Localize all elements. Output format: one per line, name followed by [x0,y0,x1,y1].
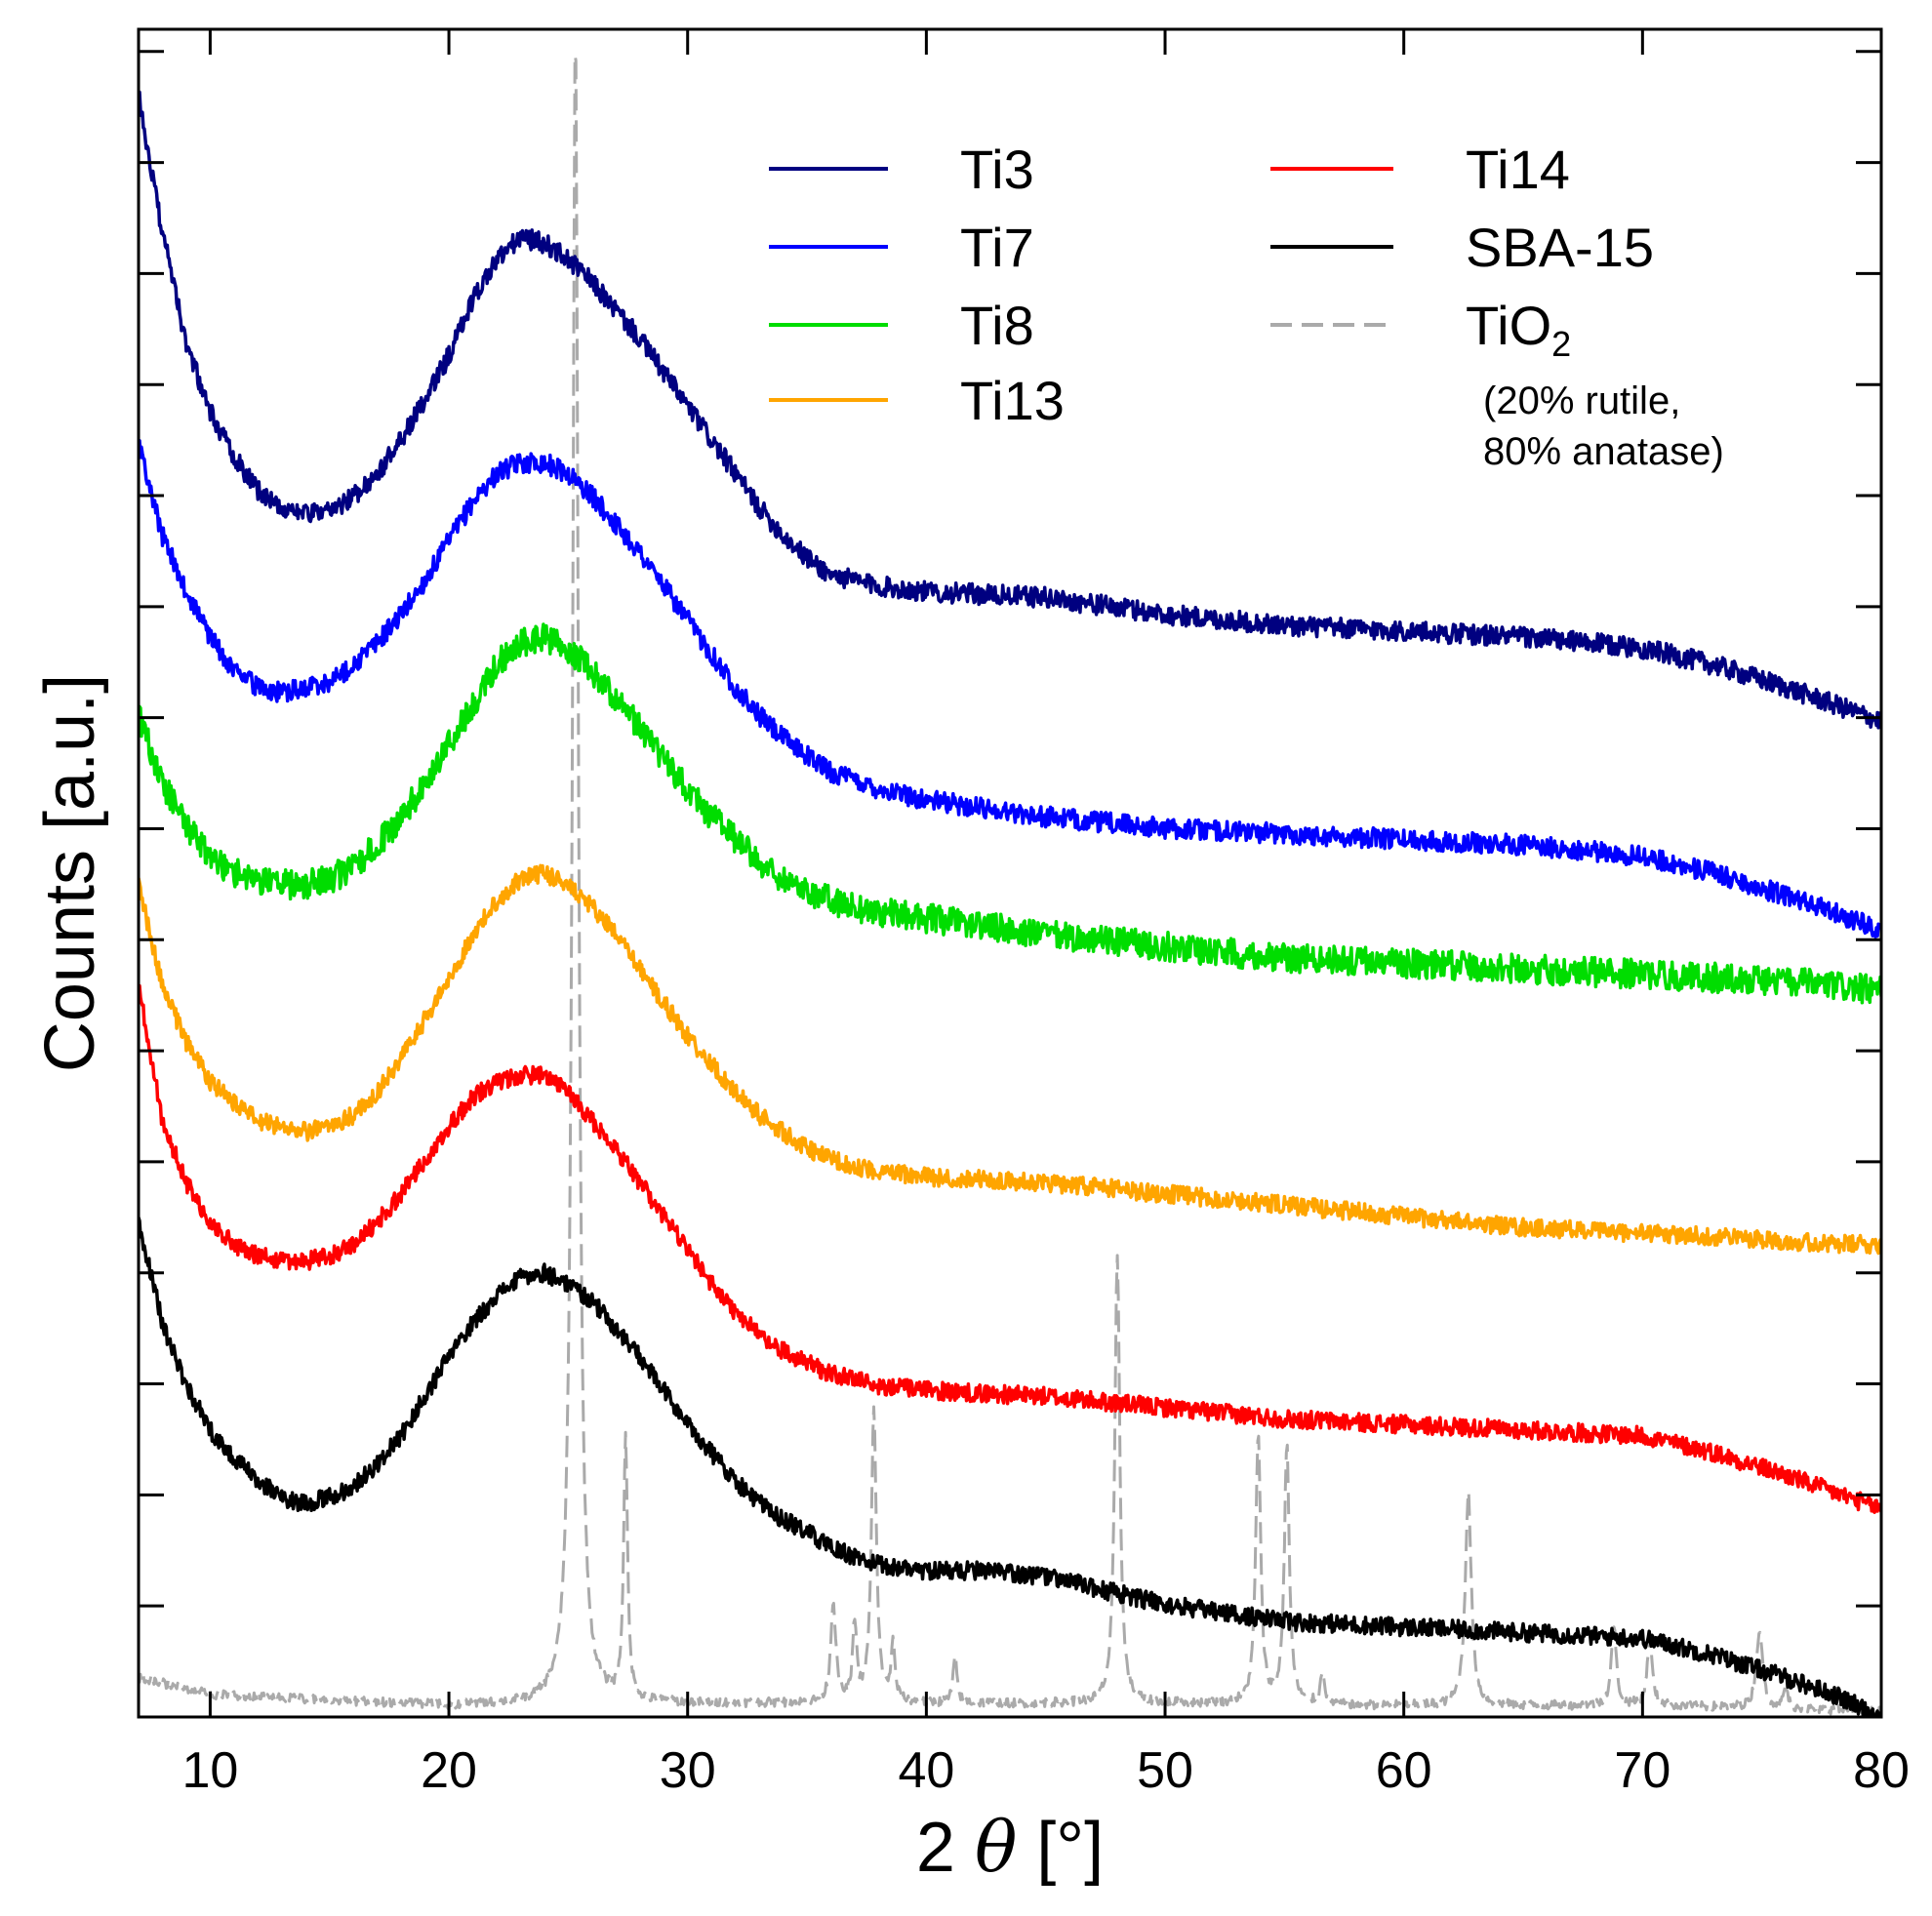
x-tick-label: 80 [1853,1742,1910,1799]
legend-label-ti7: Ti7 [960,217,1034,278]
y-axis-title: Counts [a.u.] [31,674,109,1072]
series-line-ti14 [139,983,1881,1514]
x-tick-label: 40 [898,1742,954,1799]
legend-label-tio2: TiO2 [1466,295,1571,364]
series-line-ti8 [139,622,1881,1005]
legend-label-ti8: Ti8 [960,295,1034,356]
x-axis-title: 2 θ [°] [916,1806,1104,1888]
series-line-ti13 [139,863,1881,1256]
x-tick-label: 70 [1614,1742,1670,1799]
x-axis-title-theta: θ [975,1806,1017,1888]
x-tick-label: 50 [1137,1742,1193,1799]
legend-note-line2: 80% anatase) [1483,430,1724,473]
series-line-ti3 [139,90,1881,730]
series-layer [139,54,1881,1717]
series-line-sba15 [139,1217,1881,1717]
x-axis-title-unit: [°] [1017,1809,1104,1887]
plot-frame [137,27,1883,1719]
x-tick-label: 60 [1376,1742,1432,1799]
legend-label-ti3: Ti3 [960,139,1034,200]
legend-note-line1: (20% rutile, [1483,379,1680,422]
legend-label-tio2-base: TiO [1466,295,1551,356]
series-line-ti7 [139,438,1881,939]
legend: Ti3 Ti7 Ti8 Ti13 Ti14 SBA-15 TiO2 (20% r… [769,139,1724,473]
x-axis-title-prefix: 2 [916,1809,975,1887]
series-line-tio2 [139,54,1881,1717]
x-tick-label: 30 [660,1742,716,1799]
axis-ticks: 10 20 30 40 50 60 70 80 [139,29,1910,1799]
legend-label-ti13: Ti13 [960,370,1065,431]
x-tick-label: 20 [421,1742,477,1799]
x-tick-label: 10 [181,1742,238,1799]
legend-label-tio2-subscript: 2 [1551,324,1571,364]
legend-label-sba15: SBA-15 [1466,217,1654,278]
legend-label-ti14: Ti14 [1466,139,1570,200]
